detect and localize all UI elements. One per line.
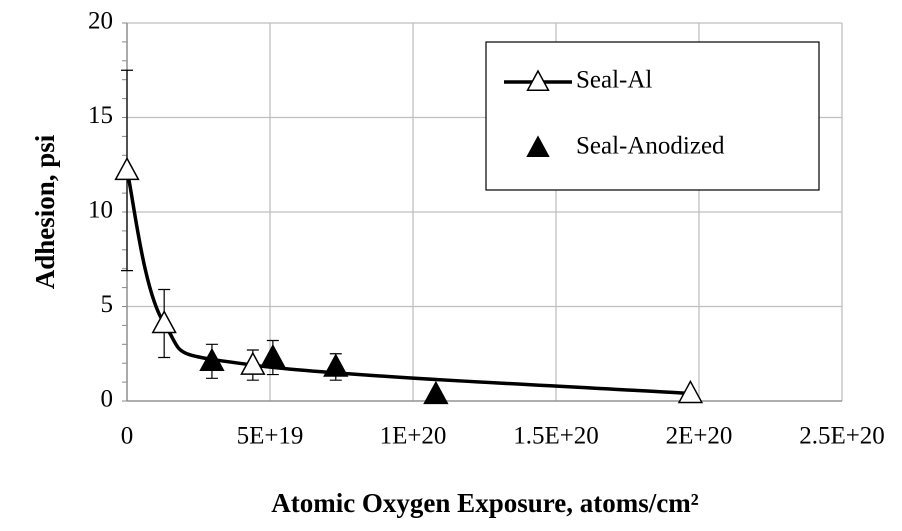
point bbox=[199, 347, 225, 372]
x-tick-label: 1.5E+20 bbox=[513, 423, 599, 450]
point bbox=[423, 380, 449, 405]
x-tick-label: 1E+20 bbox=[380, 423, 447, 450]
y-tick-label: 20 bbox=[88, 8, 113, 35]
y-tick-label: 0 bbox=[101, 386, 114, 413]
legend-box bbox=[485, 41, 820, 191]
y-tick-label: 10 bbox=[88, 197, 113, 224]
x-tick-label: 2.5E+20 bbox=[799, 423, 885, 450]
point bbox=[114, 156, 140, 181]
y-tick-label: 5 bbox=[101, 291, 114, 318]
y-axis-label: Adhesion, psi bbox=[30, 134, 60, 289]
legend-label: Seal-Anodized bbox=[576, 133, 725, 160]
point bbox=[240, 351, 266, 375]
point bbox=[260, 343, 286, 368]
legend-label: Seal-Al bbox=[576, 67, 652, 94]
legend-marker bbox=[526, 69, 550, 91]
x-tick-label: 5E+19 bbox=[237, 423, 304, 450]
point bbox=[677, 379, 704, 404]
x-tick-label: 2E+20 bbox=[666, 423, 733, 450]
point bbox=[151, 309, 177, 334]
point bbox=[323, 353, 349, 377]
legend-marker bbox=[526, 135, 550, 157]
x-axis-label: Atomic Oxygen Exposure, atoms/cm² bbox=[271, 488, 699, 518]
y-tick-label: 15 bbox=[88, 102, 113, 129]
x-tick-label: 0 bbox=[121, 423, 134, 450]
